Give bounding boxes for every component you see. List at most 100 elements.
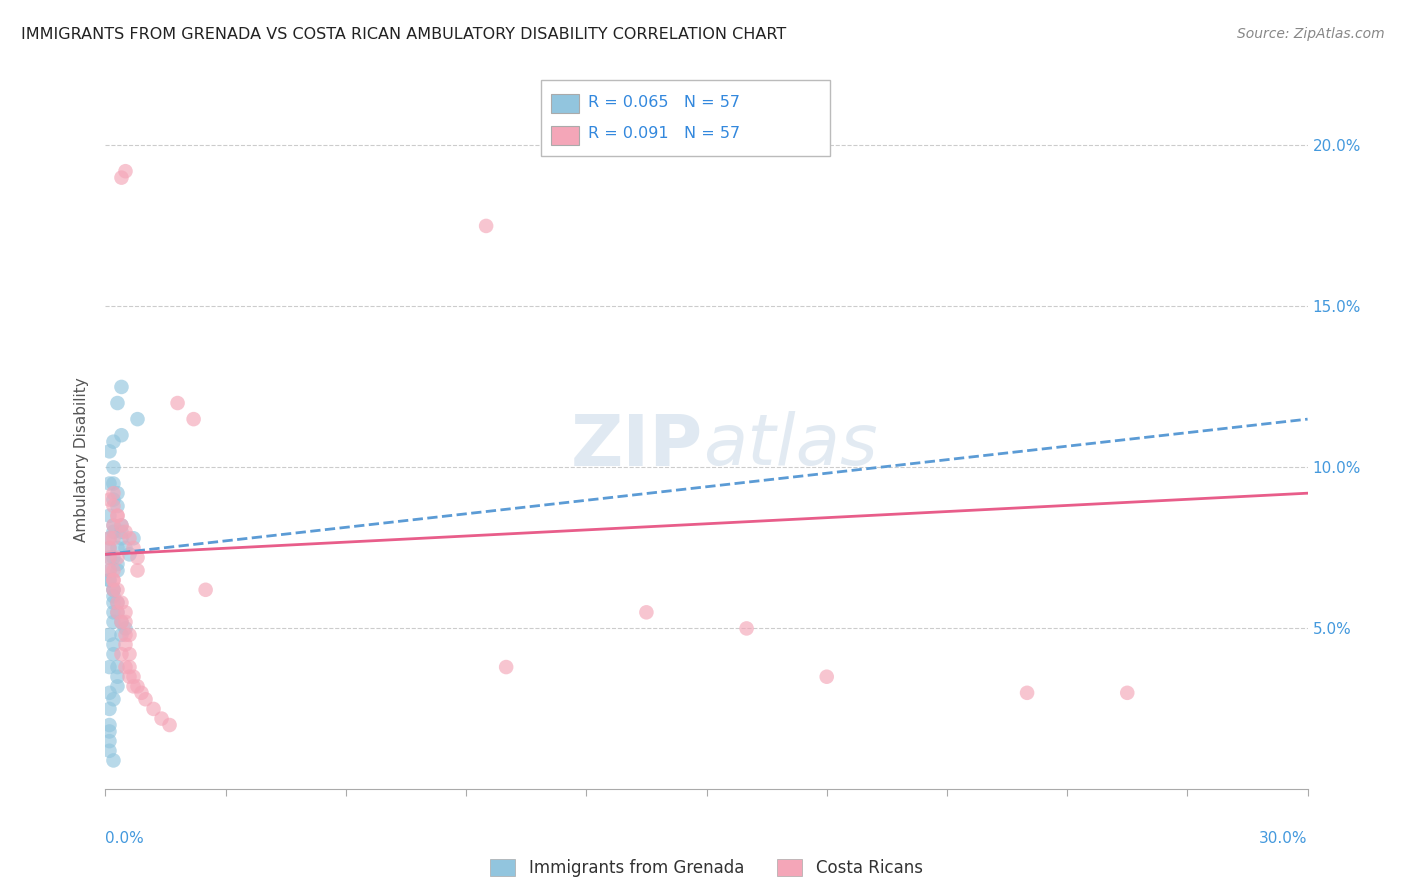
Point [127,564,149,578]
Point [103,499,125,513]
Point [107,499,129,513]
Point [107,596,129,610]
Point [118,531,141,545]
Point [98,573,121,587]
Point [98,541,121,555]
Point [107,541,129,555]
Y-axis label: Ambulatory Disability: Ambulatory Disability [75,377,90,541]
Point [636,605,658,619]
Point [98,564,121,578]
Point [142,702,165,716]
Point [103,638,125,652]
Point [107,396,129,410]
Point [107,486,129,500]
Point [110,596,132,610]
Point [103,492,125,507]
Point [98,734,121,748]
Point [98,573,121,587]
Point [114,541,136,555]
Point [1116,686,1139,700]
Text: ZIP: ZIP [571,411,703,481]
Point [103,754,125,768]
Point [110,615,132,629]
Point [103,518,125,533]
Point [110,524,132,539]
Point [103,605,125,619]
Point [98,531,121,545]
Point [114,660,136,674]
Point [103,582,125,597]
Point [98,492,121,507]
Point [103,692,125,706]
Point [103,615,125,629]
Point [110,628,132,642]
Point [194,582,217,597]
Point [98,628,121,642]
Legend: Immigrants from Grenada, Costa Ricans: Immigrants from Grenada, Costa Ricans [484,852,929,883]
Text: atlas: atlas [703,411,877,481]
Point [122,679,145,693]
Point [98,444,121,458]
Point [98,476,121,491]
Point [107,508,129,523]
Point [127,412,149,426]
Point [103,518,125,533]
Point [114,638,136,652]
Point [127,550,149,565]
Point [103,460,125,475]
Point [98,508,121,523]
Point [110,647,132,661]
Point [131,686,153,700]
Point [107,670,129,684]
Point [107,564,129,578]
Point [122,541,145,555]
Point [110,531,132,545]
Point [159,718,181,732]
Point [107,596,129,610]
Point [118,670,141,684]
Point [107,582,129,597]
Point [103,573,125,587]
Point [495,660,517,674]
Point [98,541,121,555]
Point [103,564,125,578]
Point [103,582,125,597]
Text: Source: ZipAtlas.com: Source: ZipAtlas.com [1237,27,1385,41]
Text: R = 0.091   N = 57: R = 0.091 N = 57 [588,127,740,141]
Point [183,412,205,426]
Point [114,628,136,642]
Point [98,724,121,739]
Point [110,380,132,394]
Point [98,550,121,565]
Point [110,615,132,629]
Point [103,476,125,491]
Point [114,622,136,636]
Point [98,531,121,545]
Point [114,605,136,619]
Point [118,628,141,642]
Point [1017,686,1039,700]
Point [110,170,132,185]
Point [103,524,125,539]
Point [110,428,132,442]
Point [114,164,136,178]
Point [98,660,121,674]
Point [98,702,121,716]
Point [166,396,188,410]
Point [98,686,121,700]
Point [98,550,121,565]
Text: R = 0.065   N = 57: R = 0.065 N = 57 [588,95,740,110]
Point [103,531,125,545]
Point [110,518,132,533]
Point [114,615,136,629]
Point [107,550,129,565]
Point [103,550,125,565]
Point [103,647,125,661]
Point [107,679,129,693]
Point [735,622,758,636]
Point [118,660,141,674]
Point [103,486,125,500]
Point [135,692,157,706]
Point [103,596,125,610]
Point [107,605,129,619]
